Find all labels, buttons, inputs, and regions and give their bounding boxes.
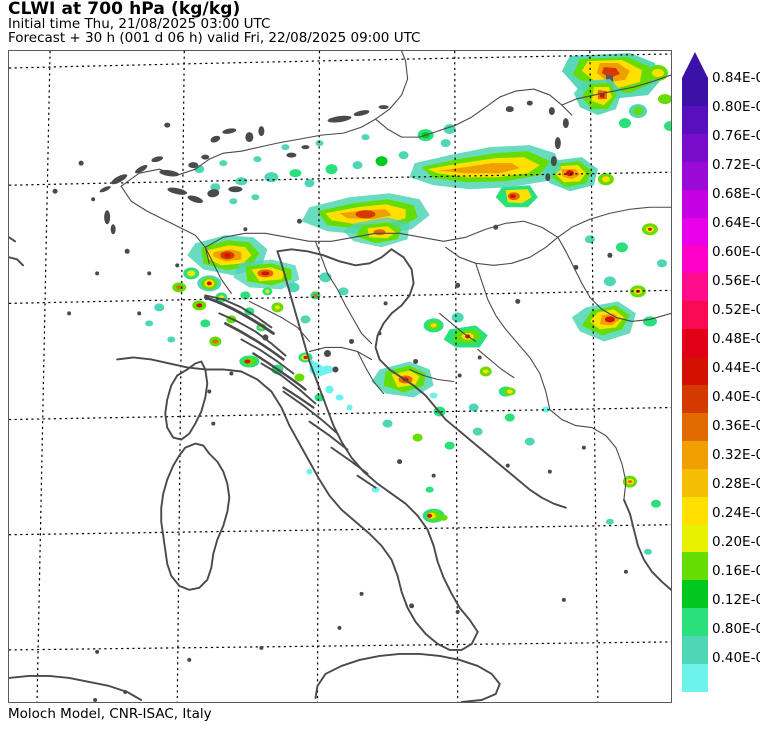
colorbar-over-arrow-icon — [682, 52, 708, 78]
colorbar-tick-label: 0.12E-03 — [712, 592, 760, 608]
colorbar-band — [682, 552, 708, 581]
model-credit: Moloch Model, CNR-ISAC, Italy — [8, 706, 212, 722]
colorbar-band — [682, 440, 708, 469]
colorbar-band — [682, 329, 708, 358]
colorbar-tick-label: 0.68E-03 — [712, 186, 760, 202]
colorbar-tick-label: 0.40E-03 — [712, 389, 760, 405]
colorbar-band — [682, 105, 708, 134]
data-cluster-southeast — [605, 475, 661, 555]
colorbar-band — [682, 78, 708, 106]
coastlines-and-borders — [9, 51, 671, 702]
colorbar-band — [682, 496, 708, 525]
colorbar-tick-label: 0.80E-04 — [712, 621, 760, 637]
colorbar-band — [682, 189, 708, 218]
colorbar-tick-label: 0.24E-03 — [712, 505, 760, 521]
data-cluster-central-italy — [298, 352, 550, 523]
data-cluster-northeast — [495, 53, 671, 208]
colorbar-tick-label: 0.84E-03 — [712, 70, 760, 86]
colorbar-tick-label: 0.64E-03 — [712, 215, 760, 231]
colorbar-band — [682, 273, 708, 302]
colorbar-band — [682, 217, 708, 246]
header: CLWI at 700 hPa (kg/kg) Initial time Thu… — [8, 0, 668, 45]
colorbar-band — [682, 580, 708, 609]
colorbar: 0.84E-03 0.80E-03 0.76E-03 0.72E-03 0.68E-03… — [682, 52, 760, 692]
colorbar-band — [682, 412, 708, 441]
colorbar-bands — [682, 78, 708, 692]
initial-time-label: Initial time Thu, 21/08/2025 03:00 UTC — [8, 16, 271, 32]
colorbar-band — [682, 468, 708, 497]
colorbar-band — [682, 133, 708, 162]
colorbar-tick-label: 0.72E-03 — [712, 157, 760, 173]
colorbar-tick-label: 0.76E-03 — [712, 128, 760, 144]
map-panel[interactable] — [8, 50, 672, 703]
map-canvas[interactable] — [9, 51, 671, 702]
colorbar-band — [682, 161, 708, 190]
colorbar-band — [682, 357, 708, 385]
national-borders — [120, 51, 671, 501]
colorbar-band — [682, 524, 708, 553]
colorbar-band — [682, 384, 708, 413]
colorbar-tick-label: 0.44E-03 — [712, 360, 760, 376]
data-cluster-dinaric — [145, 235, 349, 402]
colorbar-tick-label: 0.16E-03 — [712, 563, 760, 579]
colorbar-tick-label: 0.28E-03 — [712, 476, 760, 492]
colorbar-band — [682, 301, 708, 330]
colorbar-tick-label: 0.36E-03 — [712, 418, 760, 434]
forecast-validity-label: Forecast + 30 h (001 d 06 h) valid Fri, … — [8, 30, 421, 46]
colorbar-band — [682, 245, 708, 274]
terrain-features — [52, 100, 628, 702]
colorbar-tick-labels: 0.84E-03 0.80E-03 0.76E-03 0.72E-03 0.68E-03… — [712, 52, 760, 692]
colorbar-tick-label: 0.32E-03 — [712, 447, 760, 463]
colorbar-tick-label: 0.48E-03 — [712, 331, 760, 347]
data-cluster-adriatic-east — [371, 223, 667, 450]
colorbar-band — [682, 664, 708, 692]
colorbar-tick-label: 0.56E-03 — [712, 273, 760, 289]
colorbar-tick-label: 0.40E-04 — [712, 650, 760, 666]
colorbar-tick-label: 0.20E-03 — [712, 534, 760, 550]
colorbar-tick-label: 0.60E-03 — [712, 244, 760, 260]
coastlines — [9, 236, 671, 702]
page-title: CLWI at 700 hPa (kg/kg) — [8, 0, 241, 19]
colorbar-tick-label: 0.80E-03 — [712, 99, 760, 115]
colorbar-tick-label: 0.52E-03 — [712, 302, 760, 318]
colorbar-band — [682, 608, 708, 637]
data-cluster-alps — [194, 124, 562, 248]
colorbar-band — [682, 636, 708, 665]
graticule — [9, 51, 671, 702]
clwi-data-field — [145, 53, 671, 555]
